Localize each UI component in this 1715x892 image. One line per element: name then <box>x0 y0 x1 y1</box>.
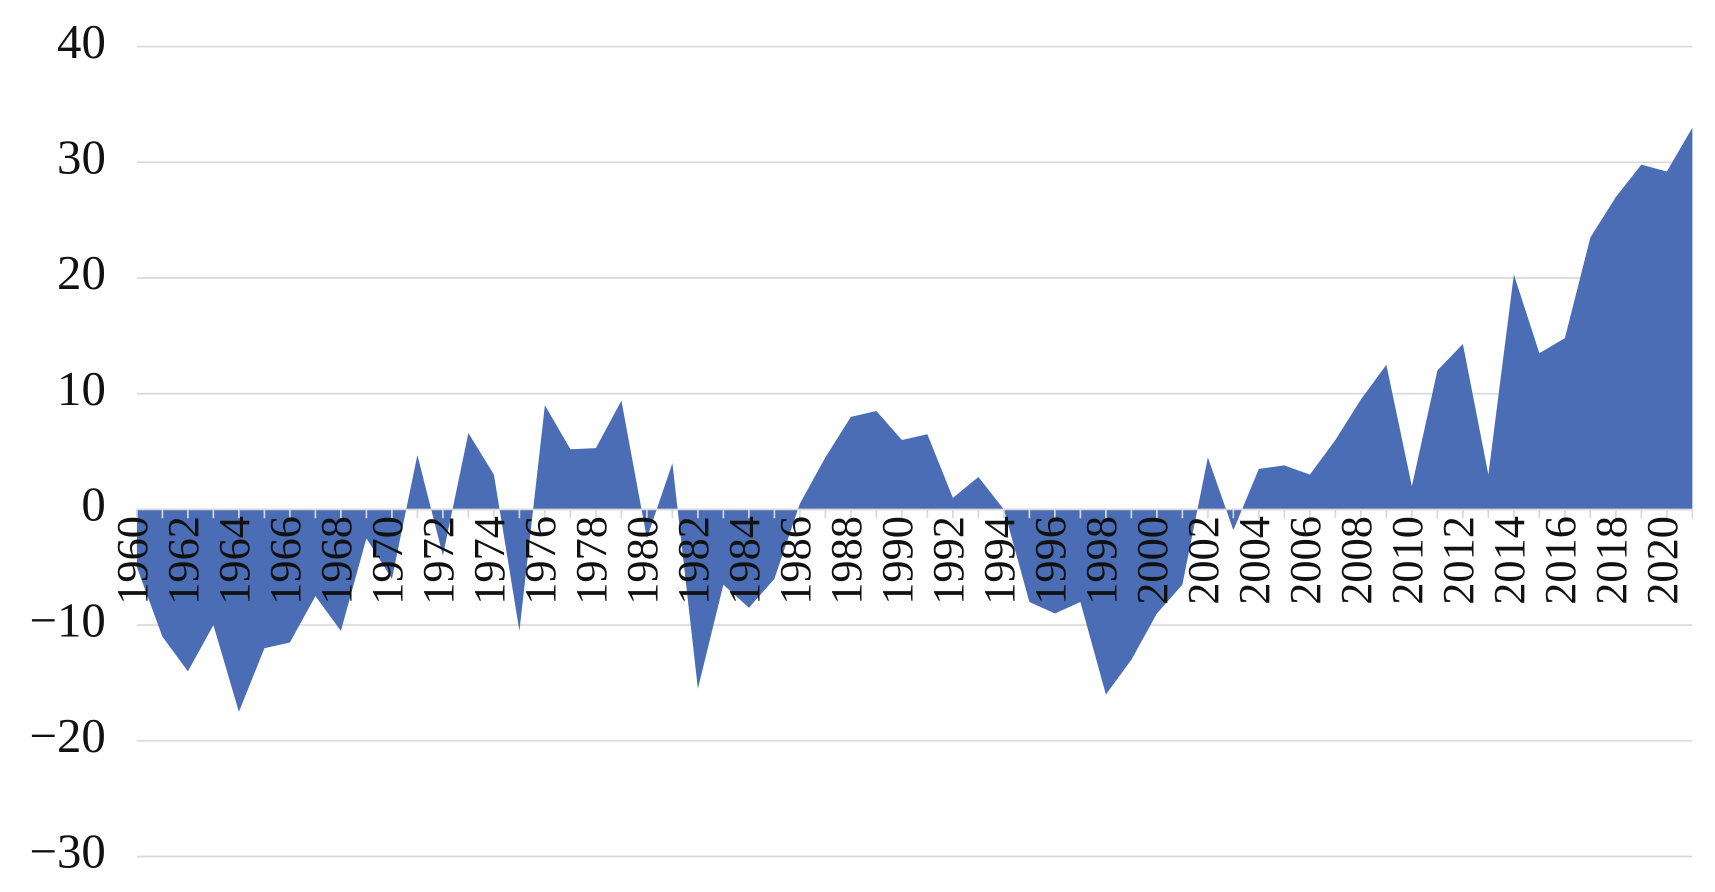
x-tick-label: 1970 <box>362 516 412 605</box>
x-tick-label: 1988 <box>821 516 871 605</box>
x-tick-label: 1976 <box>515 516 565 605</box>
x-tick-label: 1974 <box>464 516 514 605</box>
y-tick-label: −10 <box>30 593 106 647</box>
x-tick-label: 1962 <box>158 516 208 605</box>
x-tick-label: 2012 <box>1433 516 1483 605</box>
x-tick-label: 2002 <box>1178 516 1228 605</box>
y-tick-label: −30 <box>30 825 106 879</box>
x-tick-label: 1990 <box>872 516 922 605</box>
x-tick-label: 1998 <box>1076 516 1126 605</box>
x-tick-label: 2020 <box>1637 516 1687 605</box>
y-tick-label: 20 <box>57 246 106 300</box>
x-tick-label: 1978 <box>566 516 616 605</box>
x-tick-label: 1966 <box>260 516 310 605</box>
x-tick-label: 2014 <box>1484 516 1534 605</box>
x-tick-label: 1986 <box>770 516 820 605</box>
y-tick-label: 30 <box>57 131 106 185</box>
area <box>136 127 1693 712</box>
x-tick-label: 1982 <box>668 516 718 605</box>
x-tick-label: 2008 <box>1331 516 1381 605</box>
x-tick-label: 1994 <box>974 516 1024 605</box>
y-tick-label: 40 <box>57 15 106 69</box>
x-tick-label: 2004 <box>1229 516 1279 605</box>
y-tick-label: 10 <box>57 362 106 416</box>
x-tick-label: 1968 <box>311 516 361 605</box>
x-tick-label: 1996 <box>1025 516 1075 605</box>
x-tick-label: 1964 <box>209 516 259 605</box>
x-tick-label: 2010 <box>1382 516 1432 605</box>
y-tick-label: −20 <box>30 709 106 763</box>
x-tick-label: 1972 <box>413 516 463 605</box>
x-tick-label: 1960 <box>107 516 157 605</box>
x-tick-label: 2016 <box>1535 516 1585 605</box>
x-tick-label: 2000 <box>1127 516 1177 605</box>
x-tick-label: 2018 <box>1586 516 1636 605</box>
y-tick-label: 0 <box>81 478 105 532</box>
x-tick-label: 2006 <box>1280 516 1330 605</box>
x-tick-label: 1992 <box>923 516 973 605</box>
x-tick-label: 1984 <box>719 516 769 605</box>
x-tick-label: 1980 <box>617 516 667 605</box>
